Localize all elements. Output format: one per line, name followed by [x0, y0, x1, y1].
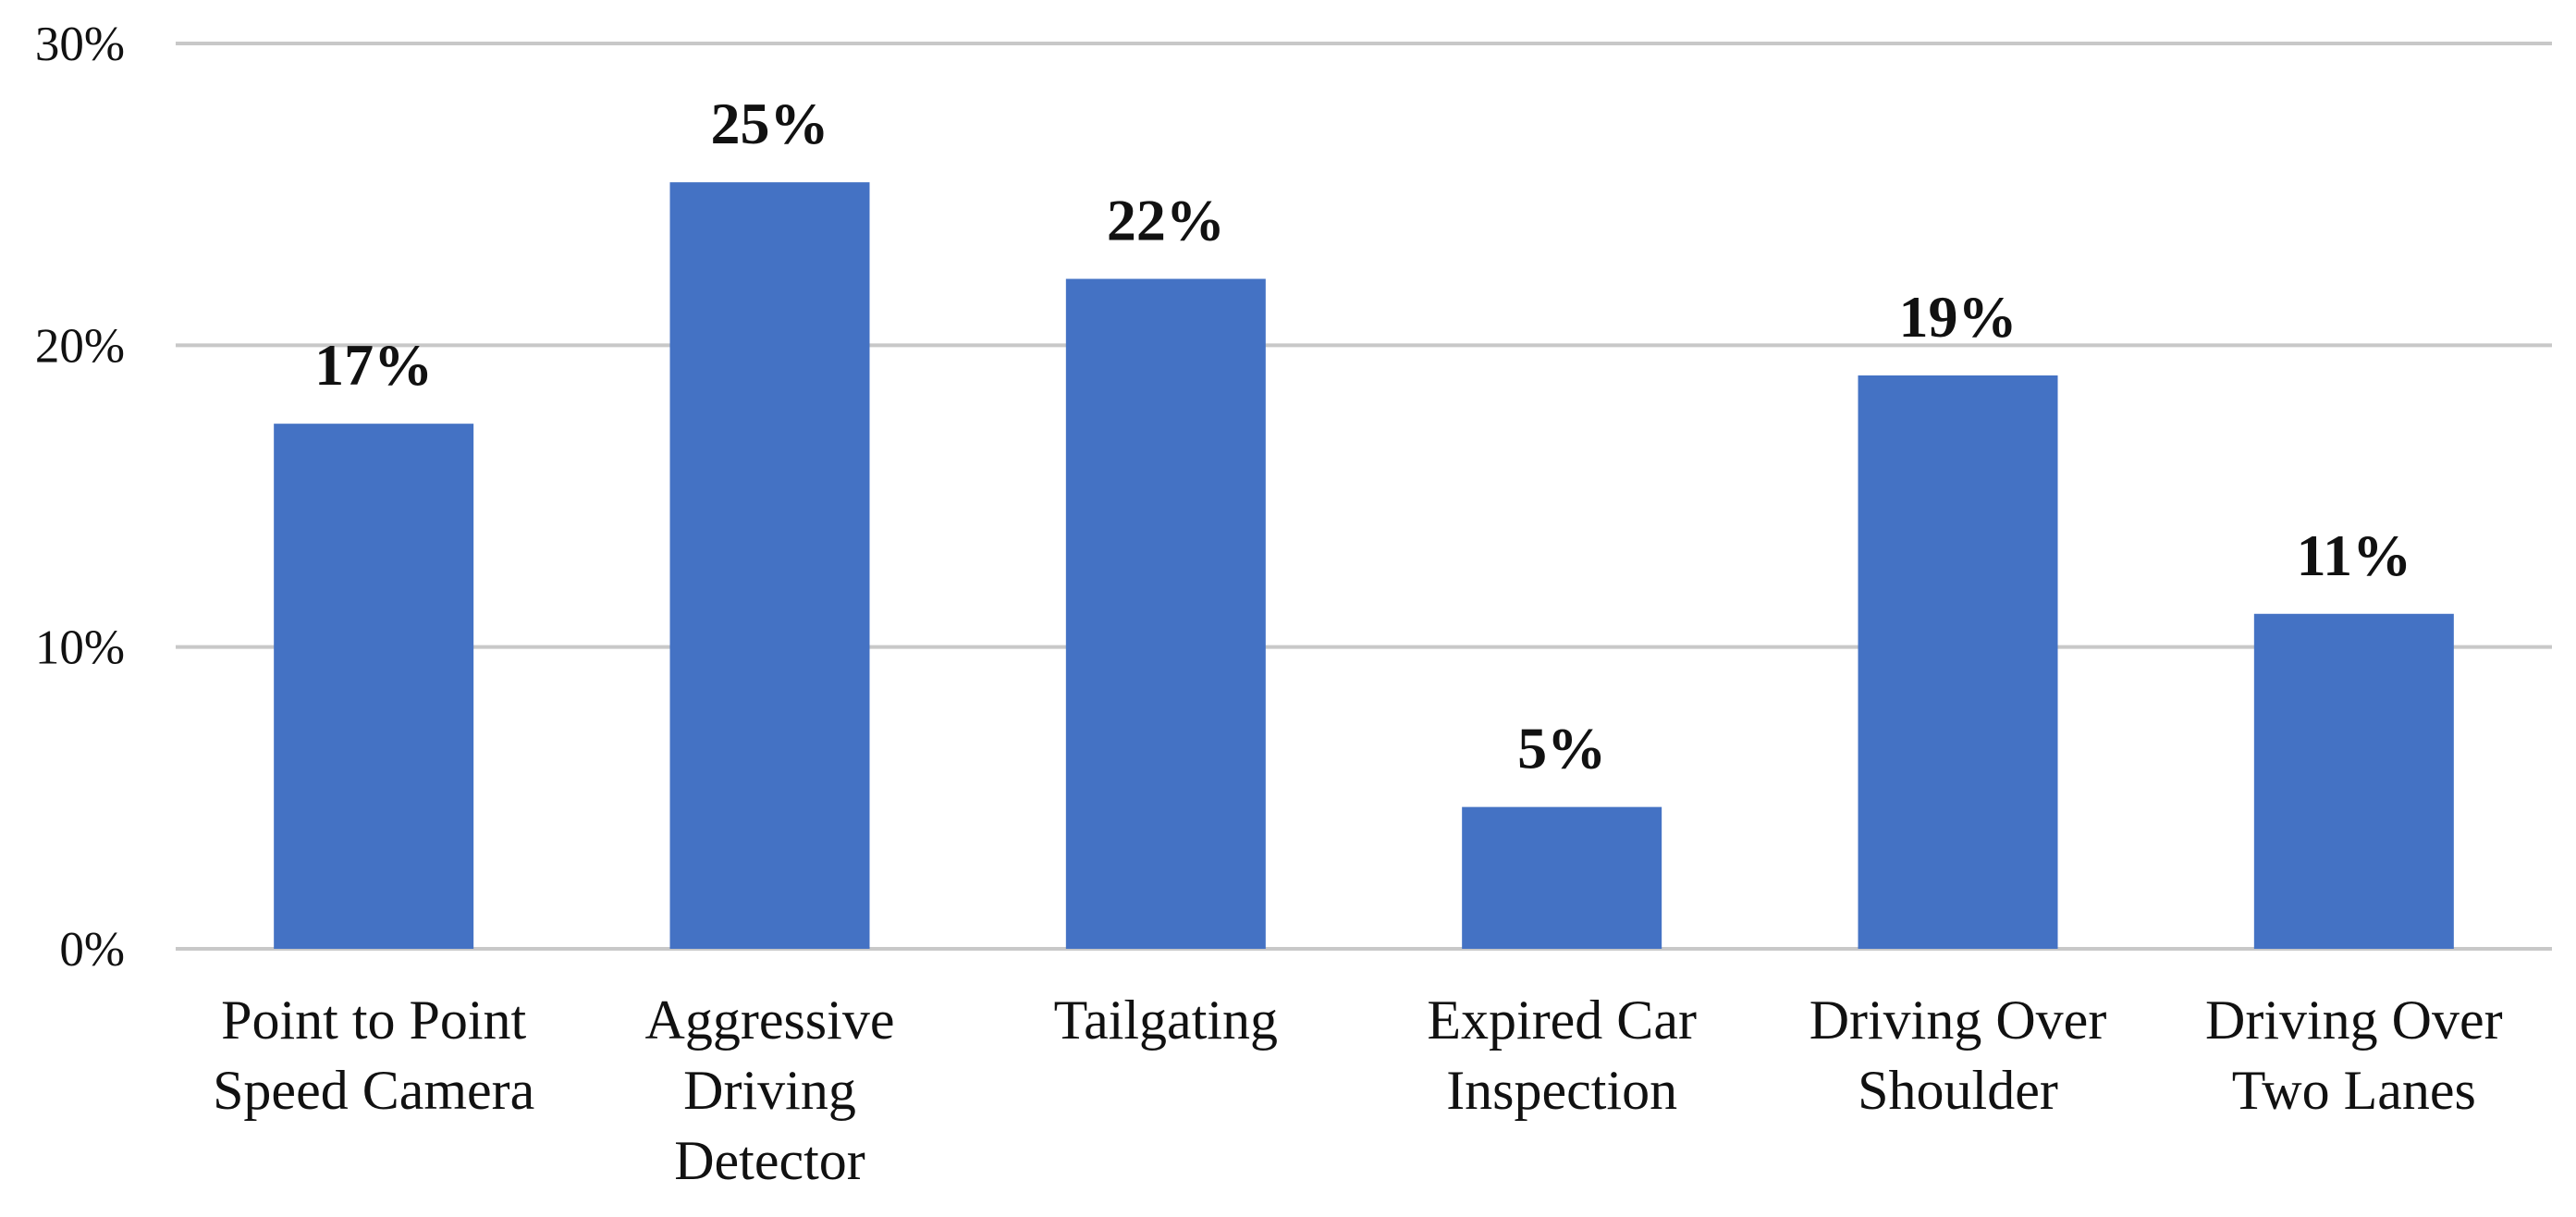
category-label-line: Speed Camera: [213, 1060, 534, 1121]
y-tick-label: 30%: [35, 18, 125, 71]
labels-layer: 0% 10% 20% 30% 17% Point to Point Speed Camera…: [35, 18, 2503, 1191]
data-label: 17%: [314, 332, 433, 398]
category-label: Point to Point Speed Camera: [213, 990, 534, 1121]
bar: [669, 182, 870, 949]
category-label-line: Driving Over: [2205, 990, 2503, 1051]
category-label-line: Two Lanes: [2232, 1060, 2476, 1121]
data-label: 25%: [711, 91, 829, 156]
category-label: Driving Over Shoulder: [1809, 990, 2107, 1121]
y-tick-label: 20%: [35, 319, 125, 373]
bar: [1858, 375, 2058, 949]
category-label-line: Inspection: [1446, 1060, 1677, 1121]
category-label-line: Tailgating: [1054, 990, 1278, 1051]
bar: [1462, 806, 1662, 949]
data-label: 5%: [1517, 716, 1606, 781]
data-label: 11%: [2297, 522, 2411, 588]
category-label: Expired Car Inspection: [1427, 990, 1697, 1121]
bar: [1065, 278, 1266, 949]
category-label: Tailgating: [1054, 990, 1278, 1051]
data-label: 19%: [1899, 284, 2018, 350]
bar: [2253, 613, 2454, 949]
bar: [274, 424, 474, 949]
category-label-line: Driving: [683, 1060, 856, 1121]
category-label-line: Aggressive: [645, 990, 895, 1051]
category-label: Aggressive Driving Detector: [645, 990, 895, 1191]
bars-layer: [274, 182, 2454, 949]
data-label: 22%: [1107, 188, 1225, 253]
grid-layer: [176, 42, 2552, 951]
category-label-line: Point to Point: [221, 990, 526, 1051]
category-label-line: Expired Car: [1427, 990, 1697, 1051]
category-label-line: Detector: [674, 1130, 865, 1191]
category-label-line: Driving Over: [1809, 990, 2107, 1051]
category-label-line: Shoulder: [1858, 1060, 2058, 1121]
y-tick-label: 10%: [35, 621, 125, 675]
category-label: Driving Over Two Lanes: [2205, 990, 2503, 1121]
y-tick-label: 0%: [59, 923, 125, 977]
